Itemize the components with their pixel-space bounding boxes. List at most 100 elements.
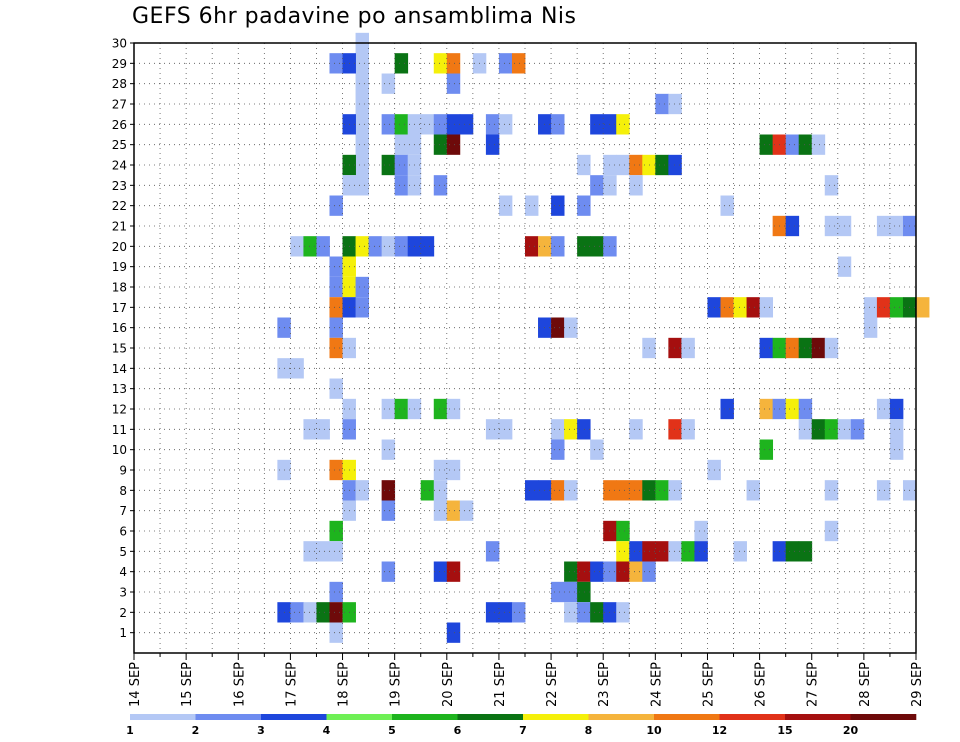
y-tick-label: 10 — [112, 443, 127, 457]
heatmap-cell — [446, 114, 461, 135]
colorbar-swatch — [326, 714, 393, 720]
y-tick-label: 26 — [112, 118, 127, 132]
heatmap-cell — [916, 297, 930, 318]
heatmap-cell — [329, 622, 343, 643]
heatmap-cell — [577, 602, 591, 623]
colorbar-swatch — [457, 714, 524, 720]
colorbar-swatch — [588, 714, 655, 720]
heatmap-cell — [329, 297, 343, 318]
heatmap-cell — [381, 398, 396, 420]
heatmap-cell — [590, 439, 604, 460]
y-tick-label: 21 — [112, 220, 127, 234]
x-axis: 14 SEP 15 SEP 16 SEP 17 SEP 18 SEP 19 SEP 20 S… — [128, 653, 925, 707]
y-tick-label: 5 — [119, 545, 127, 559]
heatmap-cell — [577, 154, 591, 176]
heatmap-cell — [629, 175, 643, 196]
heatmap-cell — [655, 541, 669, 562]
colorbar-label: 3 — [257, 724, 265, 737]
heatmap-cell — [446, 134, 461, 155]
heatmap-cell — [394, 114, 409, 135]
heatmap-cell — [433, 53, 448, 74]
heatmap-cell — [798, 134, 813, 155]
heatmap-cell — [616, 602, 630, 623]
colorbar-label: 6 — [454, 724, 462, 737]
y-tick-label: 6 — [119, 525, 127, 539]
heatmap-cell — [720, 398, 734, 420]
heatmap-cell — [720, 195, 734, 216]
heatmap-cell — [329, 459, 343, 481]
heatmap-cell — [759, 439, 774, 460]
y-tick-label: 14 — [112, 362, 127, 376]
y-tick-label: 19 — [112, 260, 127, 274]
heatmap-cell — [590, 236, 604, 257]
heatmap-cell — [681, 337, 695, 359]
heatmap-cell — [668, 154, 682, 176]
x-tick-label: 24 SEP — [649, 662, 664, 707]
y-tick-label: 11 — [112, 423, 127, 437]
heatmap-cell — [551, 581, 565, 603]
heatmap-cell — [811, 419, 826, 440]
colorbar-swatch — [719, 714, 786, 720]
heatmap-cell — [577, 419, 591, 440]
heatmap-cell — [551, 195, 565, 216]
x-tick-label: 23 SEP — [597, 662, 612, 707]
heatmap-cell — [551, 439, 565, 460]
heatmap-cell — [876, 215, 891, 237]
colorbar-swatch — [785, 714, 851, 720]
heatmap-cell — [381, 561, 396, 582]
heatmap-cell — [759, 134, 774, 155]
heatmap-cell — [290, 236, 304, 257]
x-tick-label: 29 SEP — [910, 662, 925, 707]
heatmap-cell — [577, 561, 591, 582]
colorbar-label: 10 — [646, 724, 662, 737]
heatmap-cell — [329, 195, 343, 216]
heatmap-cell — [446, 561, 461, 582]
heatmap-cell — [498, 114, 513, 135]
heatmap-cell — [303, 236, 317, 257]
heatmap-cell — [798, 541, 813, 562]
heatmap-cell — [694, 541, 708, 562]
colorbar-label: 4 — [323, 724, 331, 737]
heatmap-cell — [381, 154, 396, 176]
heatmap-cell — [629, 480, 643, 501]
heatmap-cell — [459, 500, 474, 521]
heatmap-cell — [329, 602, 343, 623]
heatmap-cell — [681, 541, 695, 562]
chart-title: GEFS 6hr padavine po ansamblima Nis — [132, 4, 577, 29]
heatmap-cell — [420, 236, 435, 257]
y-tick-label: 9 — [119, 464, 127, 478]
x-tick-label: 22 SEP — [545, 662, 560, 707]
heatmap-cell — [876, 297, 891, 318]
heatmap-cell — [590, 602, 604, 623]
heatmap-cell — [446, 398, 461, 420]
heatmap-cell — [498, 602, 513, 623]
y-tick-label: 16 — [112, 321, 127, 335]
heatmap-cell — [616, 480, 630, 501]
y-tick-label: 25 — [112, 138, 127, 152]
heatmap-cell — [824, 419, 839, 440]
heatmap-cell — [863, 297, 878, 318]
heatmap-cell — [850, 419, 865, 440]
colorbar-label: 20 — [843, 724, 859, 737]
heatmap-cell — [303, 602, 317, 623]
colorbar-label: 8 — [585, 724, 593, 737]
y-tick-label: 28 — [112, 77, 127, 91]
heatmap-cell — [459, 114, 474, 135]
colorbar-swatch — [392, 714, 458, 720]
y-tick-label: 27 — [112, 98, 127, 112]
heatmap-cell — [329, 317, 343, 338]
heatmap-cell — [798, 419, 813, 440]
heatmap-cell — [668, 541, 682, 562]
heatmap-cell — [551, 317, 565, 338]
heatmap-cell — [329, 378, 343, 399]
heatmap-cell — [355, 276, 369, 298]
heatmap-cell — [564, 419, 578, 440]
heatmap-cell — [577, 236, 591, 257]
heatmap-cell — [746, 480, 760, 501]
heatmap-cell — [394, 236, 409, 257]
x-tick-label: 25 SEP — [702, 662, 717, 707]
heatmap-cell — [811, 337, 826, 359]
heatmap-cell — [551, 114, 565, 135]
heatmap-cell — [616, 114, 630, 135]
heatmap-cell — [863, 317, 878, 338]
